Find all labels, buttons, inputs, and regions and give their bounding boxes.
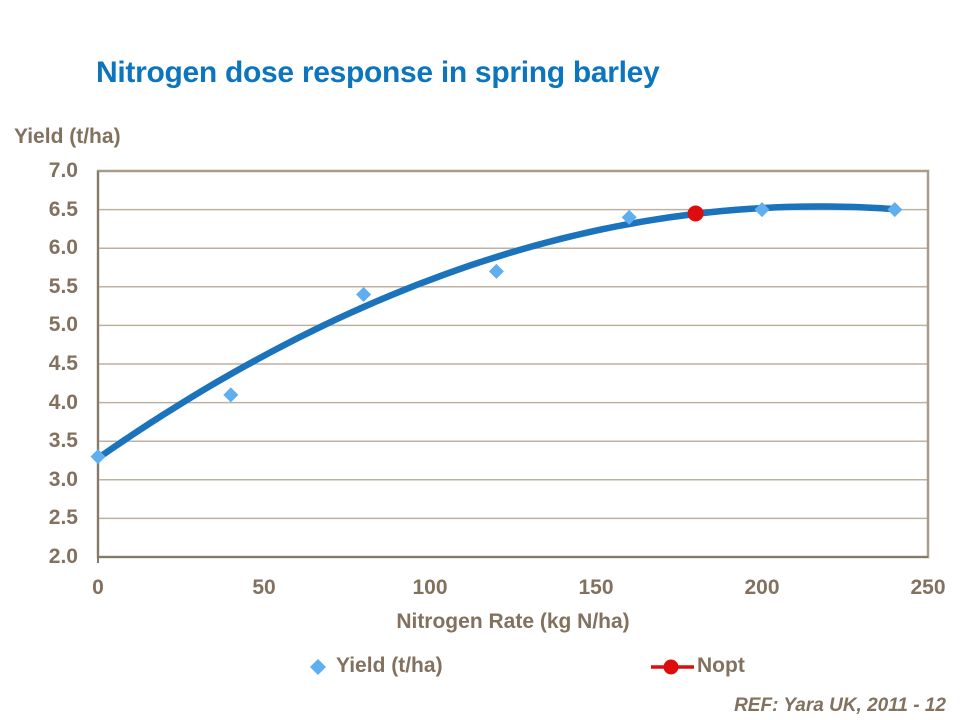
legend-label-yield: Yield (t/ha): [336, 654, 443, 677]
yield-data-point: [621, 209, 637, 225]
legend-yield-diamond-icon: [310, 659, 326, 675]
response-curve: [94, 203, 899, 462]
reference-note: REF: Yara UK, 2011 - 12: [734, 695, 946, 716]
y-tick-label: 5.5: [48, 274, 78, 298]
y-tick-label: 4.5: [48, 352, 78, 375]
x-tick-label: 200: [744, 576, 780, 599]
y-tick-label: 3.0: [48, 467, 78, 491]
yield-data-point: [356, 287, 372, 303]
y-tick-label: 6.0: [48, 236, 78, 260]
x-tick-label: 100: [412, 576, 448, 599]
x-tick-label: 250: [910, 576, 946, 599]
y-tick-label: 2.0: [48, 545, 78, 568]
y-axis-title: Yield (t/ha): [14, 125, 121, 148]
y-tick-label: 2.5: [48, 506, 78, 530]
yield-data-point: [887, 202, 903, 218]
yield-data-point: [223, 387, 239, 403]
y-tick-label: 6.5: [48, 197, 78, 221]
legend-label-nopt: Nopt: [697, 654, 745, 677]
x-axis-title: Nitrogen Rate (kg N/ha): [396, 610, 630, 633]
x-tick-label: 150: [578, 576, 614, 599]
y-tick-label: 5.0: [48, 313, 78, 337]
yield-data-point: [488, 263, 504, 279]
x-tick-label: 0: [92, 576, 104, 599]
y-tick-label: 7.0: [48, 159, 78, 182]
page-title: Nitrogen dose response in spring barley: [96, 56, 660, 89]
legend-nopt-circle-icon: [663, 659, 679, 675]
x-tick-label: 50: [252, 576, 276, 599]
nopt-data-point: [687, 205, 704, 222]
yield-data-point: [754, 202, 770, 218]
yield-data-point: [90, 449, 106, 465]
y-tick-label: 4.0: [48, 390, 78, 414]
y-tick-label: 3.5: [48, 429, 78, 453]
